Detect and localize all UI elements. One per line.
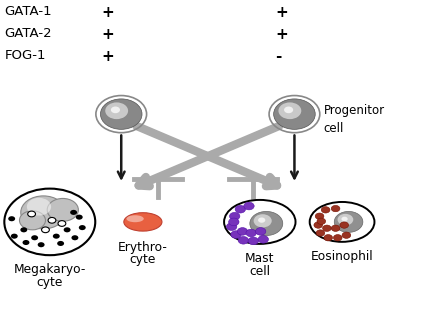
Circle shape (8, 216, 15, 221)
Circle shape (333, 235, 342, 241)
Circle shape (231, 231, 241, 238)
Text: +: + (102, 27, 114, 42)
Text: +: + (102, 5, 114, 20)
Ellipse shape (126, 215, 144, 222)
Circle shape (258, 217, 265, 223)
Circle shape (105, 102, 128, 119)
Circle shape (284, 107, 293, 113)
Circle shape (70, 210, 77, 215)
Text: -: - (275, 49, 281, 64)
Circle shape (331, 205, 340, 212)
Text: +: + (102, 49, 114, 64)
Circle shape (47, 198, 78, 221)
Text: cyte: cyte (37, 276, 63, 289)
Circle shape (19, 211, 45, 230)
Text: cyte: cyte (130, 253, 156, 266)
Circle shape (338, 214, 353, 225)
Circle shape (315, 213, 324, 219)
Text: cell: cell (323, 122, 344, 135)
Circle shape (331, 225, 340, 231)
Circle shape (248, 237, 259, 245)
Circle shape (58, 221, 66, 226)
Text: GATA-2: GATA-2 (4, 27, 52, 40)
Circle shape (246, 229, 256, 237)
Circle shape (317, 218, 326, 224)
Circle shape (27, 198, 51, 216)
Circle shape (278, 102, 301, 119)
Text: +: + (275, 5, 288, 20)
Text: Eosinophil: Eosinophil (311, 250, 373, 263)
Text: Mast: Mast (245, 252, 275, 265)
Circle shape (48, 217, 56, 223)
Circle shape (323, 225, 331, 231)
Circle shape (38, 242, 45, 247)
Text: +: + (275, 27, 288, 42)
Circle shape (229, 212, 240, 220)
Circle shape (20, 227, 27, 232)
Circle shape (111, 107, 120, 113)
Circle shape (340, 222, 349, 228)
Circle shape (254, 214, 272, 228)
Circle shape (79, 225, 86, 230)
Circle shape (274, 99, 315, 129)
Text: Erythro-: Erythro- (118, 241, 168, 254)
Circle shape (64, 227, 71, 232)
Circle shape (258, 236, 268, 243)
Circle shape (321, 207, 330, 213)
Circle shape (23, 240, 29, 245)
Circle shape (57, 241, 64, 246)
Ellipse shape (224, 200, 296, 244)
Circle shape (342, 232, 351, 238)
Circle shape (334, 211, 363, 232)
Circle shape (341, 217, 348, 221)
Circle shape (4, 189, 95, 255)
Text: FOG-1: FOG-1 (4, 49, 46, 62)
Circle shape (28, 211, 36, 217)
Ellipse shape (310, 202, 375, 242)
Circle shape (76, 215, 83, 220)
Circle shape (53, 234, 60, 239)
Circle shape (314, 222, 323, 228)
Circle shape (244, 202, 254, 210)
Circle shape (324, 235, 333, 241)
Circle shape (31, 235, 38, 240)
Circle shape (255, 228, 266, 235)
Text: cell: cell (249, 265, 270, 278)
Ellipse shape (124, 213, 162, 231)
Circle shape (71, 235, 78, 240)
Circle shape (42, 227, 49, 233)
Text: Megakaryo-: Megakaryo- (13, 263, 86, 276)
Text: GATA-1: GATA-1 (4, 5, 52, 18)
Circle shape (21, 196, 66, 229)
Circle shape (226, 223, 237, 230)
Circle shape (316, 230, 325, 236)
Circle shape (235, 205, 246, 213)
Circle shape (229, 218, 239, 226)
Circle shape (11, 234, 18, 239)
Circle shape (237, 228, 248, 235)
Text: Progenitor: Progenitor (323, 104, 385, 118)
Circle shape (238, 236, 249, 244)
Circle shape (250, 211, 283, 236)
Circle shape (100, 99, 142, 129)
